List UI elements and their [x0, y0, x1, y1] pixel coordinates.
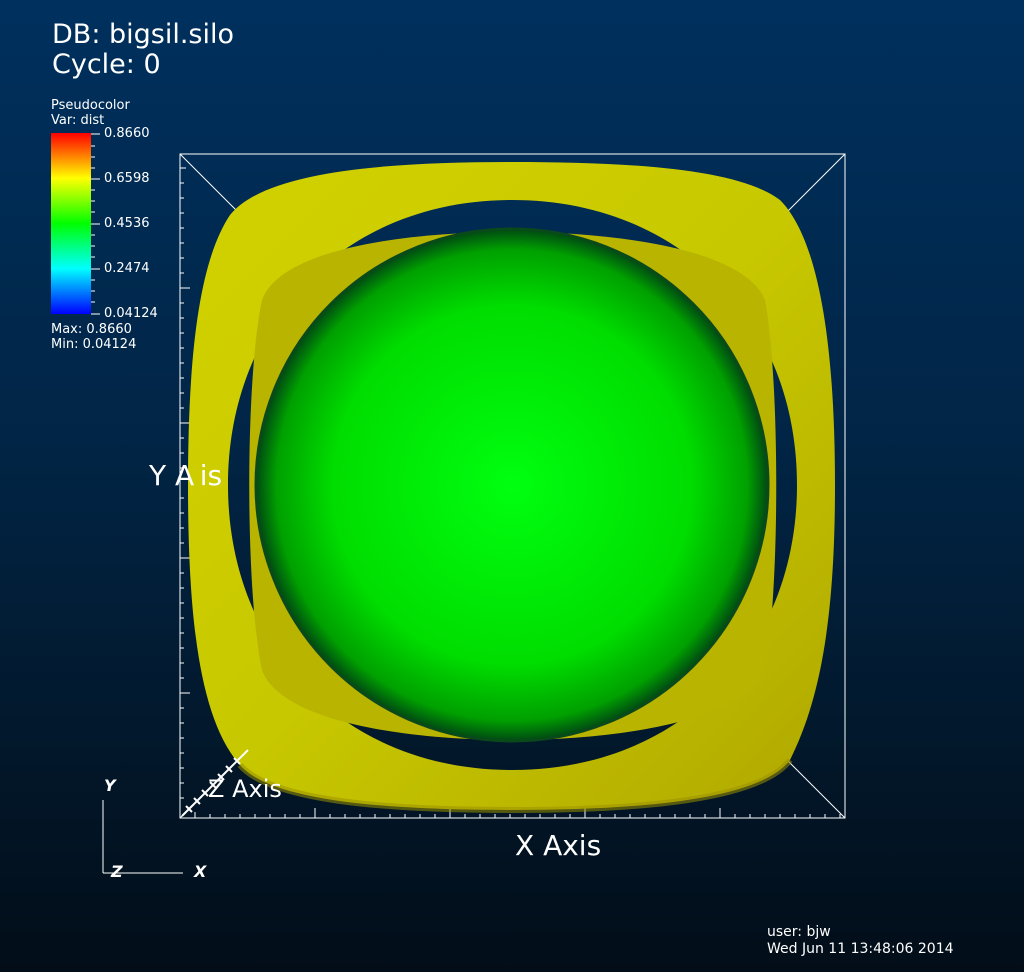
timestamp-label: Wed Jun 11 13:48:06 2014	[767, 941, 954, 957]
legend-tick-label: 0.8660	[104, 126, 150, 141]
legend-tick-label: 0.6598	[104, 171, 150, 186]
legend-variable: Var: dist	[51, 113, 105, 128]
legend-tick-marks	[91, 133, 100, 315]
legend-tick-label: 0.2474	[104, 261, 150, 276]
triad-y-label: Y	[104, 776, 116, 795]
user-label: user: bjw	[767, 924, 831, 940]
outer-surface-shading	[237, 758, 793, 814]
orientation-triad	[102, 800, 183, 874]
y-axis-title: Y A is	[149, 459, 223, 492]
legend-max-label: Max: 0.8660	[51, 322, 132, 337]
x-axis-title: X Axis	[515, 829, 602, 862]
cycle-label: Cycle: 0	[52, 49, 161, 80]
legend-tick-label: 0.04124	[104, 306, 158, 321]
y-axis-ticks	[180, 167, 190, 799]
legend-min-label: Min: 0.04124	[51, 337, 137, 352]
z-axis-ticks	[181, 749, 249, 817]
legend-plot-type: Pseudocolor	[51, 98, 130, 113]
x-axis-ticks	[194, 808, 841, 818]
inner-sphere	[256, 229, 768, 741]
triad-z-label: Z	[111, 862, 123, 881]
outer-isosurface	[188, 162, 835, 810]
z-axis-title: Z Axis	[208, 775, 282, 803]
inner-isosurface-lobes	[249, 232, 777, 740]
legend-color-bar	[51, 133, 91, 314]
triad-x-label: X	[194, 862, 207, 881]
database-label: DB: bigsil.silo	[52, 19, 235, 50]
legend-tick-label: 0.4536	[104, 216, 150, 231]
